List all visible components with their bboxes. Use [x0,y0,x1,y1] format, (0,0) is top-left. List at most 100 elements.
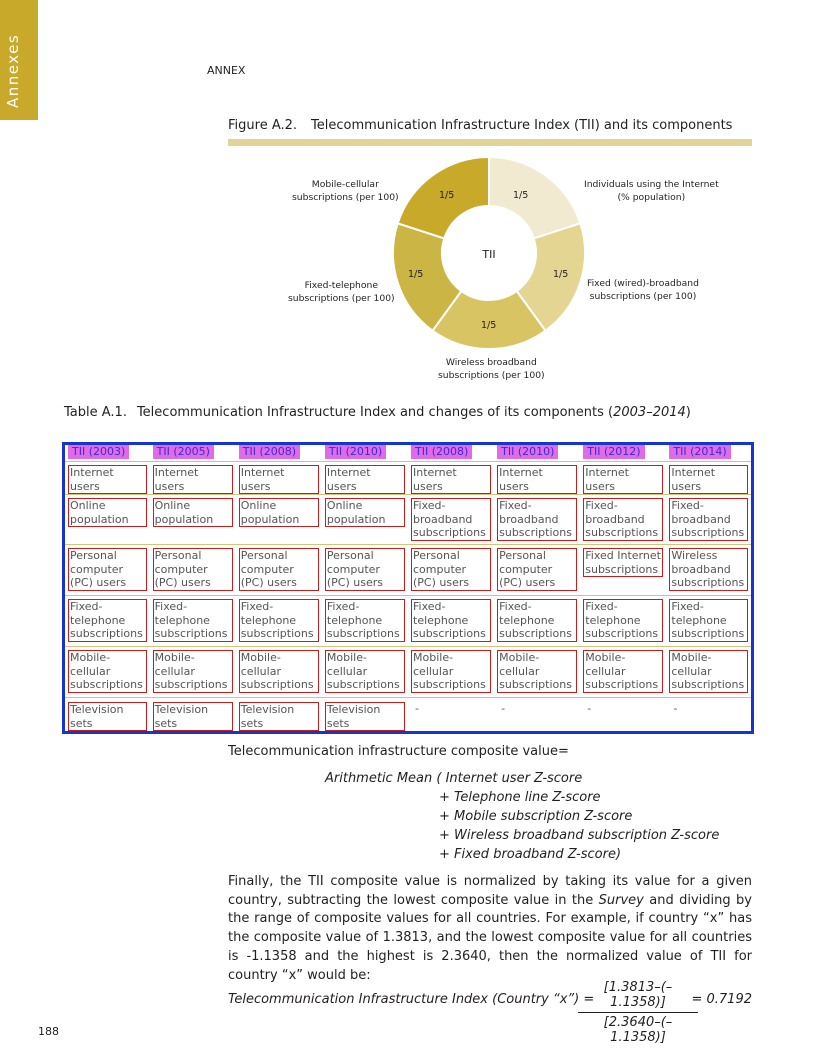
formula-line-1: Arithmetic Mean ( Internet user Z-score [325,771,583,786]
formula-line-2: + Telephone line Z-score [439,790,601,805]
table-cell: Fixed-telephone subscriptions [321,595,408,647]
equation-denominator: [2.3640–(–1.1358)] [603,1015,673,1045]
table-cell: Television sets [235,697,322,733]
table-title-years: 2003–2014 [613,405,686,420]
page-number: 188 [38,1025,59,1038]
table-cell: Fixed-broadband subscriptions [494,494,581,545]
table-title-end: ) [685,405,691,420]
table-cell: Online population [321,494,408,545]
legend-fixed-broadband: Fixed (wired)-broadband subscriptions (pe… [587,278,699,302]
table-row: Online population Online population Online… [63,494,753,545]
table-cell: Fixed-broadband subscriptions [580,494,667,545]
table-header-cell: TII (2008) [235,443,322,462]
table-cell: Internet users [408,461,495,495]
table-cell: Personal computer (PC) users [235,544,322,596]
table-row: Television sets Television sets Television… [63,697,753,733]
table-cell: Internet users [149,461,236,495]
running-head: ANNEX [207,64,246,77]
composite-lead: Telecommunication infrastructure composi… [228,744,569,759]
formula-line-4: + Wireless broadband subscription Z-scor… [439,828,720,843]
table-cell: Mobile-cellular subscriptions [235,646,322,698]
table-row: Fixed-telephone subscriptions Fixed-telep… [63,595,753,647]
table-number: Table A.1. [64,405,127,420]
donut-slice-mobile [396,155,490,240]
table-cell: Personal computer (PC) users [63,544,150,596]
table-cell: Personal computer (PC) users [494,544,581,596]
donut-center-label: TII [481,248,495,261]
slice-label-fixed-broadband: 1/5 [553,269,569,280]
table-cell: Internet users [321,461,408,495]
table-cell: Wireless broadband subscriptions [666,544,753,596]
table-cell: - [494,697,581,733]
table-header-cell: TII (2010) [494,443,581,462]
table-cell: Fixed-telephone subscriptions [235,595,322,647]
table-cell: Fixed-broadband subscriptions [666,494,753,545]
table-header-cell: TII (2005) [149,443,236,462]
table-row: Personal computer (PC) users Personal com… [63,544,753,596]
slice-label-wireless: 1/5 [481,320,497,331]
donut-slice-internet [488,155,582,240]
table-cell: Mobile-cellular subscriptions [63,646,150,698]
tii-components-table: TII (2003) TII (2005) TII (2008) TII (2010)… [62,442,754,734]
table-header-cell: TII (2010) [321,443,408,462]
table-cell: Television sets [149,697,236,733]
slice-label-mobile: 1/5 [439,190,455,201]
table-cell: Online population [149,494,236,545]
table-cell: - [580,697,667,733]
normalization-paragraph: Finally, the TII composite value is norm… [228,874,752,983]
figure-caption: Figure A.2. Telecommunication Infrastruct… [228,118,732,133]
legend-wireless: Wireless broadband subscriptions (per 100… [438,357,545,381]
table-cell: Fixed-telephone subscriptions [666,595,753,647]
table-cell: Mobile-cellular subscriptions [149,646,236,698]
table-cell: Internet users [580,461,667,495]
table-header-cell: TII (2014) [666,443,753,462]
equation-result: = 0.7192 [691,992,752,1007]
tii-donut-chart: TII [392,155,586,350]
formula-line-5: + Fixed broadband Z-score) [439,847,622,862]
legend-internet: Individuals using the Internet (% populat… [584,179,719,203]
table-header-cell: TII (2008) [408,443,495,462]
table-cell: Personal computer (PC) users [408,544,495,596]
legend-mobile: Mobile-cellular subscriptions (per 100) [292,179,399,203]
table-cell: Mobile-cellular subscriptions [321,646,408,698]
slice-label-internet: 1/5 [513,190,529,201]
legend-fixed-telephone: Fixed-telephone subscriptions (per 100) [288,280,395,304]
table-row: Mobile-cellular subscriptions Mobile-cell… [63,646,753,698]
slice-label-fixed-telephone: 1/5 [408,269,424,280]
table-cell: Television sets [63,697,150,733]
table-cell: Mobile-cellular subscriptions [408,646,495,698]
formula-line-3: + Mobile subscription Z-score [439,809,633,824]
equation-numerator: [1.3813–(–1.1358)] [603,980,673,1010]
table-cell: Personal computer (PC) users [149,544,236,596]
table-cell: - [666,697,753,733]
equation-fraction: [1.3813–(–1.1358)] [2.3640–(–1.1358)] [578,980,698,1045]
table-cell: Mobile-cellular subscriptions [666,646,753,698]
table-cell: Internet users [666,461,753,495]
table-cell: - [408,697,495,733]
table-cell: Online population [63,494,150,545]
table-row: Internet users Internet users Internet use… [63,461,753,495]
figure-title: Telecommunication Infrastructure Index (… [311,118,733,133]
table-cell: Online population [235,494,322,545]
table-cell: Internet users [63,461,150,495]
table-cell: Fixed-telephone subscriptions [494,595,581,647]
table-cell: Fixed-telephone subscriptions [63,595,150,647]
figure-rule [228,139,752,146]
figure-number: Figure A.2. [228,118,298,133]
equation-lhs: Telecommunication Infrastructure Index (… [228,992,595,1007]
table-cell: Internet users [494,461,581,495]
table-cell: Television sets [321,697,408,733]
table-header-cell: TII (2003) [63,443,150,462]
table-cell: Fixed-telephone subscriptions [580,595,667,647]
table-cell: Internet users [235,461,322,495]
table-header-row: TII (2003) TII (2005) TII (2008) TII (2010)… [63,443,753,462]
table-cell: Mobile-cellular subscriptions [580,646,667,698]
section-tab: Annexes [0,0,38,120]
table-cell: Fixed-telephone subscriptions [408,595,495,647]
table-cell: Fixed-telephone subscriptions [149,595,236,647]
table-cell: Personal computer (PC) users [321,544,408,596]
table-cell: Fixed-broadband subscriptions [408,494,495,545]
table-title: Telecommunication Infrastructure Index a… [136,405,614,420]
table-cell: Fixed Internet subscriptions [580,544,667,596]
table-caption: Table A.1. Telecommunication Infrastructu… [64,405,691,420]
